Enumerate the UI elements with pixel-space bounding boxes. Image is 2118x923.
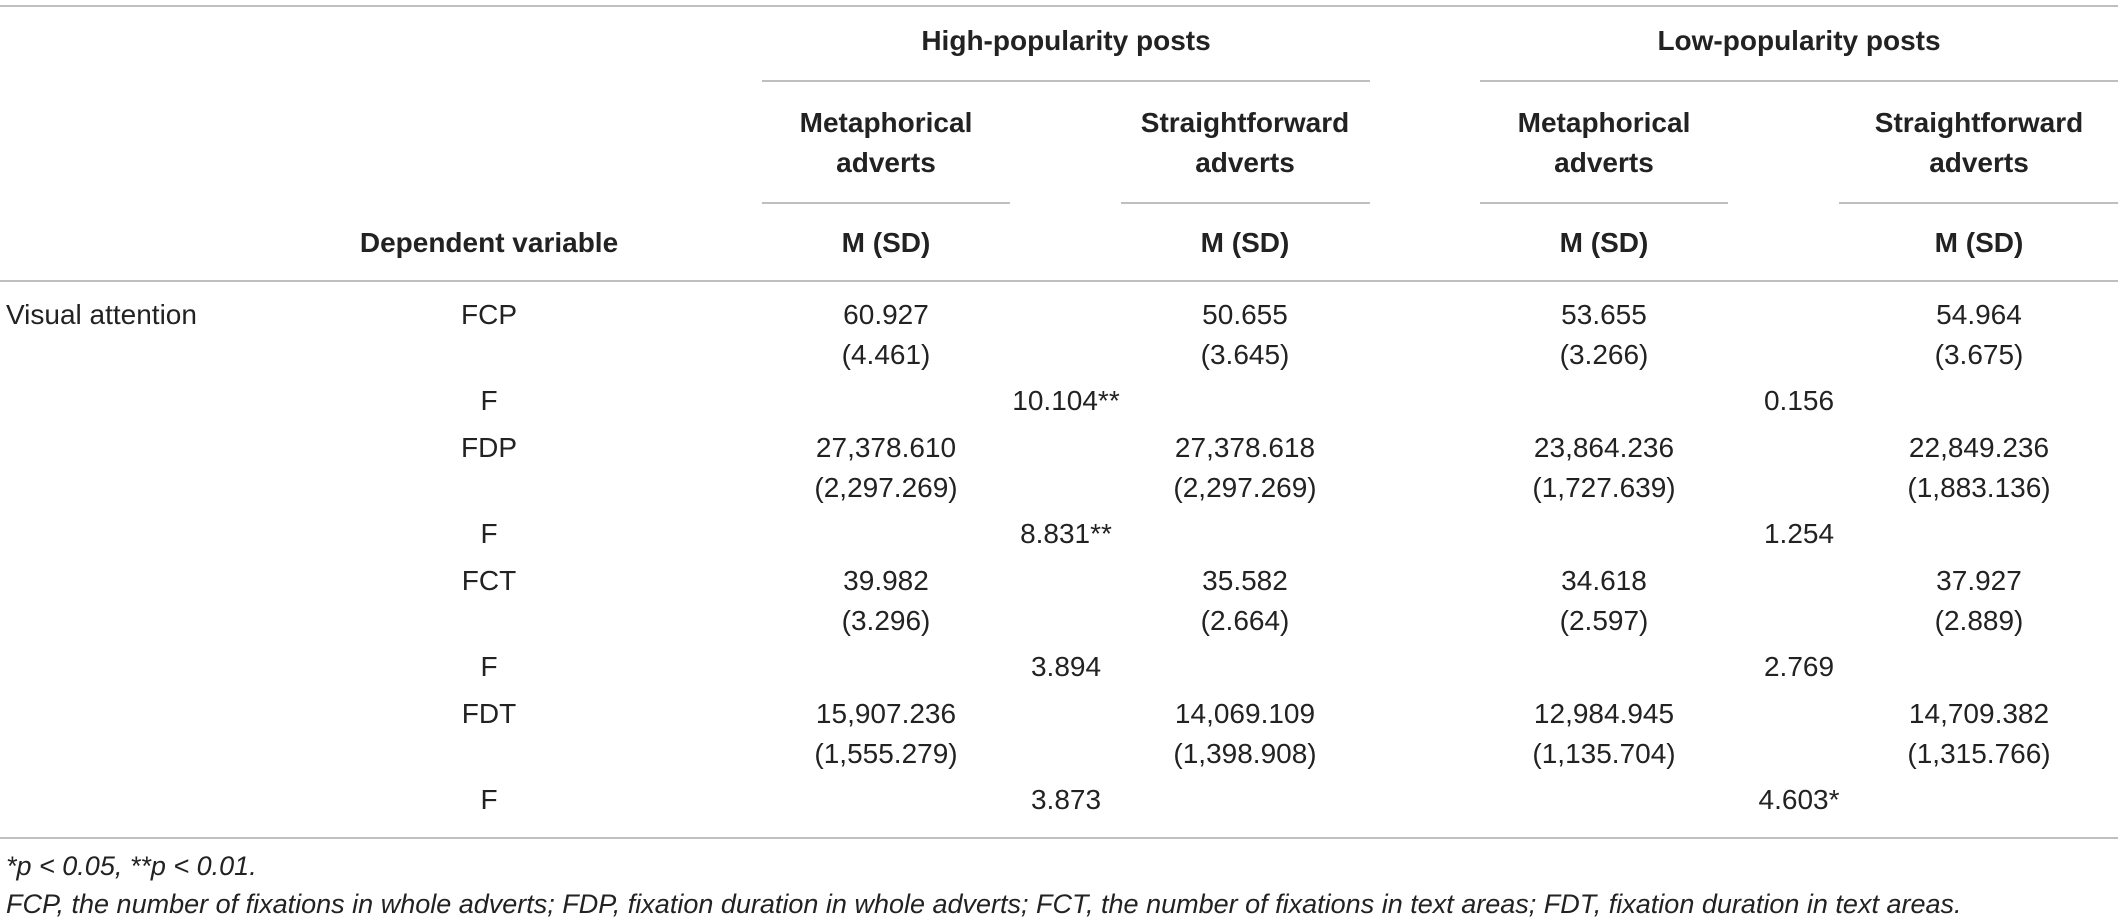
header-bottom-rule — [0, 280, 2118, 282]
cell-sd: (4.461) — [841, 339, 931, 370]
f-value-low: 2.769 — [1763, 651, 1835, 682]
f-row-label: F — [480, 651, 498, 682]
cell-mean: 54.964 — [1936, 299, 2022, 330]
sub-header-high-metaphorical: Metaphorical adverts — [800, 103, 973, 183]
stat-header-high-straightforward: M (SD) — [1200, 227, 1290, 258]
cell-sd: (1,315.766) — [1907, 738, 2051, 769]
table-top-rule — [0, 5, 2118, 7]
cell-mean: 23,864.236 — [1533, 432, 1675, 463]
cell-mean: 53.655 — [1561, 299, 1647, 330]
sub-header-line-2: adverts — [836, 147, 936, 178]
sub-rule-high-metaphorical — [762, 202, 1010, 204]
cell-low-straightforward: 22,849.236 (1,883.136) — [1907, 428, 2050, 508]
cell-mean: 34.618 — [1561, 565, 1647, 596]
sub-header-high-straightforward: Straightforward adverts — [1141, 103, 1349, 183]
f-row-label: F — [480, 518, 498, 549]
sub-header-line-2: adverts — [1195, 147, 1295, 178]
footnote-significance: *p < 0.05, **p < 0.01. — [6, 851, 257, 881]
cell-mean: 12,984.945 — [1533, 698, 1675, 729]
cell-low-straightforward: 37.927 (2.889) — [1935, 561, 2024, 641]
cell-mean: 14,709.382 — [1908, 698, 2050, 729]
f-value-high: 10.104** — [1012, 385, 1120, 416]
group-header-low: Low-popularity posts — [1657, 25, 1941, 56]
group-rule-low — [1480, 80, 2118, 82]
cell-mean: 60.927 — [843, 299, 929, 330]
cell-sd: (2.597) — [1559, 605, 1649, 636]
row-label: FDT — [461, 698, 517, 729]
f-row-label: F — [480, 784, 498, 815]
f-value-high: 8.831** — [1020, 518, 1112, 549]
table-bottom-rule — [0, 837, 2118, 839]
dependent-variable-header: Dependent variable — [359, 227, 619, 258]
cell-mean: 15,907.236 — [815, 698, 957, 729]
group-header-high: High-popularity posts — [921, 25, 1211, 56]
f-value-high: 3.894 — [1030, 651, 1102, 682]
cell-high-metaphorical: 39.982 (3.296) — [842, 561, 931, 641]
section-label: Visual attention — [6, 299, 197, 330]
cell-high-straightforward: 35.582 (2.664) — [1201, 561, 1290, 641]
cell-mean: 27,378.610 — [815, 432, 957, 463]
cell-high-metaphorical: 15,907.236 (1,555.279) — [814, 694, 957, 774]
cell-mean: 39.982 — [843, 565, 929, 596]
sub-header-low-straightforward: Straightforward adverts — [1875, 103, 2083, 183]
cell-low-metaphorical: 23,864.236 (1,727.639) — [1532, 428, 1675, 508]
cell-sd: (2,297.269) — [814, 472, 958, 503]
sub-rule-high-straightforward — [1121, 202, 1370, 204]
cell-sd: (2.664) — [1200, 605, 1290, 636]
sub-header-line-2: adverts — [1554, 147, 1654, 178]
cell-sd: (3.296) — [841, 605, 931, 636]
cell-sd: (1,727.639) — [1532, 472, 1676, 503]
cell-sd: (1,398.908) — [1173, 738, 1317, 769]
sub-rule-low-straightforward — [1839, 202, 2118, 204]
cell-sd: (3.266) — [1559, 339, 1649, 370]
cell-high-straightforward: 27,378.618 (2,297.269) — [1173, 428, 1316, 508]
footnote-abbreviations: FCP, the number of fixations in whole ad… — [6, 889, 1962, 919]
cell-sd: (2.889) — [1934, 605, 2024, 636]
sub-header-line-1: Metaphorical — [799, 107, 973, 138]
f-value-low: 1.254 — [1763, 518, 1835, 549]
sub-header-line-1: Straightforward — [1874, 107, 2084, 138]
cell-low-metaphorical: 53.655 (3.266) — [1560, 295, 1649, 375]
sub-rule-low-metaphorical — [1480, 202, 1728, 204]
row-label: FDP — [461, 432, 517, 463]
cell-low-metaphorical: 34.618 (2.597) — [1560, 561, 1649, 641]
cell-high-metaphorical: 60.927 (4.461) — [842, 295, 931, 375]
f-value-low: 4.603* — [1758, 784, 1840, 815]
f-row-label: F — [480, 385, 498, 416]
cell-mean: 50.655 — [1202, 299, 1288, 330]
cell-sd: (2,297.269) — [1173, 472, 1317, 503]
cell-low-straightforward: 14,709.382 (1,315.766) — [1907, 694, 2050, 774]
sub-header-line-1: Metaphorical — [1517, 107, 1691, 138]
cell-low-metaphorical: 12,984.945 (1,135.704) — [1532, 694, 1675, 774]
cell-sd: (1,135.704) — [1532, 738, 1676, 769]
f-value-low: 0.156 — [1763, 385, 1835, 416]
sub-header-low-metaphorical: Metaphorical adverts — [1518, 103, 1691, 183]
cell-mean: 37.927 — [1936, 565, 2022, 596]
f-value-high: 3.873 — [1030, 784, 1102, 815]
cell-high-metaphorical: 27,378.610 (2,297.269) — [814, 428, 957, 508]
cell-low-straightforward: 54.964 (3.675) — [1935, 295, 2024, 375]
group-rule-high — [762, 80, 1370, 82]
row-label: FCP — [461, 299, 517, 330]
cell-sd: (1,883.136) — [1907, 472, 2051, 503]
stat-header-low-straightforward: M (SD) — [1934, 227, 2024, 258]
cell-high-straightforward: 50.655 (3.645) — [1201, 295, 1290, 375]
sub-header-line-1: Straightforward — [1140, 107, 1350, 138]
cell-high-straightforward: 14,069.109 (1,398.908) — [1173, 694, 1316, 774]
row-label: FCT — [461, 565, 517, 596]
cell-mean: 27,378.618 — [1174, 432, 1316, 463]
cell-mean: 14,069.109 — [1174, 698, 1316, 729]
sub-header-line-2: adverts — [1929, 147, 2029, 178]
cell-sd: (1,555.279) — [814, 738, 958, 769]
stat-header-low-metaphorical: M (SD) — [1559, 227, 1649, 258]
cell-sd: (3.645) — [1200, 339, 1290, 370]
cell-sd: (3.675) — [1934, 339, 2024, 370]
cell-mean: 22,849.236 — [1908, 432, 2050, 463]
stat-header-high-metaphorical: M (SD) — [841, 227, 931, 258]
cell-mean: 35.582 — [1202, 565, 1288, 596]
